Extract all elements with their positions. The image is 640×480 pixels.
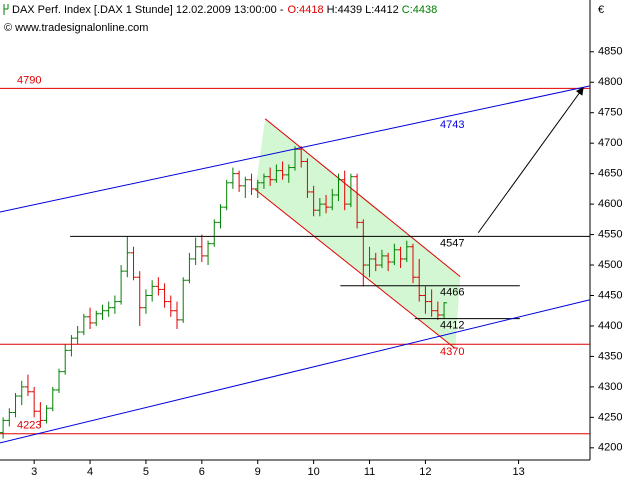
level-label: 4466	[440, 287, 464, 299]
chart-title: DAX Perf. Index [.DAX 1 Stunde] 12.02.20…	[12, 4, 284, 16]
y-tick-label: 4300	[598, 381, 622, 393]
x-tick-label: 3	[31, 466, 37, 478]
y-tick-label: 4250	[598, 411, 622, 423]
arrow	[477, 86, 584, 234]
y-unit: €	[598, 4, 604, 16]
quote-label: O:4418	[288, 4, 324, 16]
x-tick-label: 9	[255, 466, 261, 478]
level-label: 4790	[17, 74, 41, 86]
y-tick-label: 4850	[598, 46, 622, 58]
y-tick-label: 4600	[598, 198, 622, 210]
x-tick-label: 13	[512, 466, 524, 478]
y-tick-label: 4350	[598, 350, 622, 362]
y-tick-label: 4500	[598, 259, 622, 271]
channel-line	[264, 118, 461, 277]
x-tick-label: 10	[308, 466, 320, 478]
x-tick-label: 4	[87, 466, 93, 478]
y-tick-label: 4750	[598, 107, 622, 119]
quote-label: C:4438	[402, 4, 437, 16]
y-tick-label: 4450	[598, 289, 622, 301]
trendline	[0, 299, 591, 444]
y-tick-label: 4800	[598, 76, 622, 88]
level-label: 4412	[440, 320, 464, 332]
trendline	[0, 85, 591, 213]
source: © www.tradesignalonline.com	[4, 22, 148, 34]
y-tick-label: 4200	[598, 442, 622, 454]
y-tick-label: 4550	[598, 228, 622, 240]
header-icon	[3, 4, 9, 15]
x-tick-label: 11	[364, 466, 375, 478]
level-label: 4223	[17, 420, 41, 432]
quote-label: L:4412	[365, 4, 399, 16]
channel-line	[254, 189, 456, 349]
x-tick-label: 5	[143, 466, 149, 478]
trendline-label: 4743	[440, 119, 464, 131]
y-tick-label: 4400	[598, 320, 622, 332]
y-tick-label: 4700	[598, 137, 622, 149]
quote-label: H:4439	[327, 4, 362, 16]
x-tick-label: 12	[419, 466, 431, 478]
level-label: 4547	[440, 237, 464, 249]
channel-fill	[255, 118, 461, 349]
level-label: 4370	[440, 346, 464, 358]
x-tick-label: 6	[199, 466, 205, 478]
y-tick-label: 4650	[598, 168, 622, 180]
